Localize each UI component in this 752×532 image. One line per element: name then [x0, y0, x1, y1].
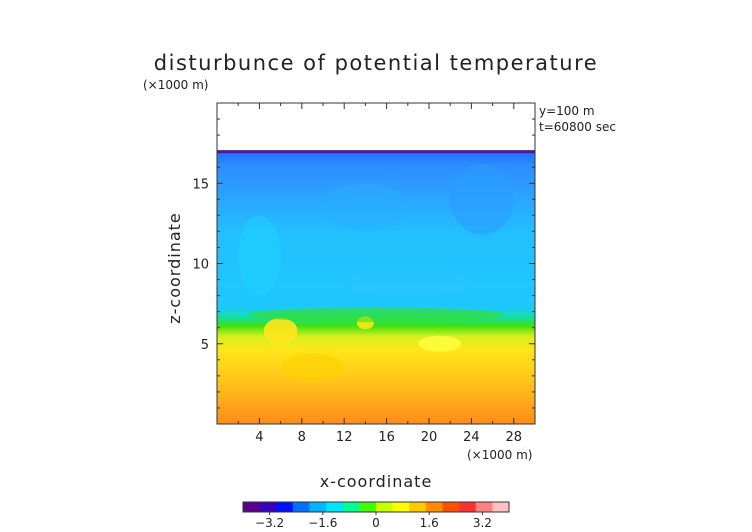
y-tick-label: 5: [201, 338, 209, 353]
x-tick-label: 12: [336, 430, 353, 445]
y-tick-label: 15: [192, 177, 209, 192]
x-axis: 4 8 12 16 20 24 28: [237, 103, 523, 445]
warm-pocket: [418, 335, 461, 352]
x-units-label: (×1000 m): [467, 448, 532, 462]
cool-pocket: [344, 268, 472, 298]
y-units-label: (×1000 m): [143, 78, 208, 92]
colorbar-segment: [243, 502, 261, 512]
colorbar-segment: [392, 502, 410, 512]
colorbar-segment: [409, 502, 427, 512]
x-tick-label: 16: [378, 430, 395, 445]
colorbar-tick-label: 0: [372, 516, 380, 530]
colorbar-segment: [326, 502, 344, 512]
x-tick-label: 8: [298, 430, 306, 445]
colorbar-segment: [459, 502, 477, 512]
cool-pocket: [238, 215, 281, 296]
colorbar-segment: [359, 502, 377, 512]
colorbar-segment: [342, 502, 360, 512]
domain-top-edge: [217, 150, 535, 154]
colorbar: −3.2 −1.6 0 1.6 3.2: [242, 501, 510, 530]
colorbar-tick-label: 3.2: [473, 516, 492, 530]
colorbar-tick-label: 1.6: [420, 516, 439, 530]
colorbar-segment: [442, 502, 460, 512]
colorbar-segment: [259, 502, 277, 512]
x-tick-label: 28: [506, 430, 523, 445]
x-tick-label: 20: [421, 430, 438, 445]
cool-pocket: [323, 183, 408, 232]
field-plot: [217, 150, 535, 424]
cool-pocket: [450, 163, 514, 235]
colorbar-segment: [492, 502, 510, 512]
warm-pocket: [263, 318, 298, 344]
chart-title: disturbunce of potential temperature: [154, 51, 598, 75]
colorbar-segment: [309, 502, 327, 512]
y-axis: 5 10 15: [192, 118, 535, 409]
x-axis-label: x-coordinate: [320, 472, 433, 491]
colorbar-segment: [276, 502, 294, 512]
colorbar-segment: [376, 502, 394, 512]
colorbar-segment: [475, 502, 493, 512]
colorbar-tick-label: −1.6: [308, 516, 337, 530]
green-band: [248, 307, 504, 323]
colorbar-segment: [425, 502, 443, 512]
y-tick-label: 10: [192, 258, 209, 273]
annotation-t: t=60800 sec: [539, 120, 616, 134]
colorbar-segment: [292, 502, 310, 512]
annotation-y: y=100 m: [539, 104, 595, 118]
y-axis-label: z-coordinate: [165, 212, 184, 324]
x-tick-label: 24: [463, 430, 480, 445]
colorbar-tick-label: −3.2: [255, 516, 284, 530]
warm-pocket: [280, 353, 345, 383]
x-tick-label: 4: [255, 430, 263, 445]
